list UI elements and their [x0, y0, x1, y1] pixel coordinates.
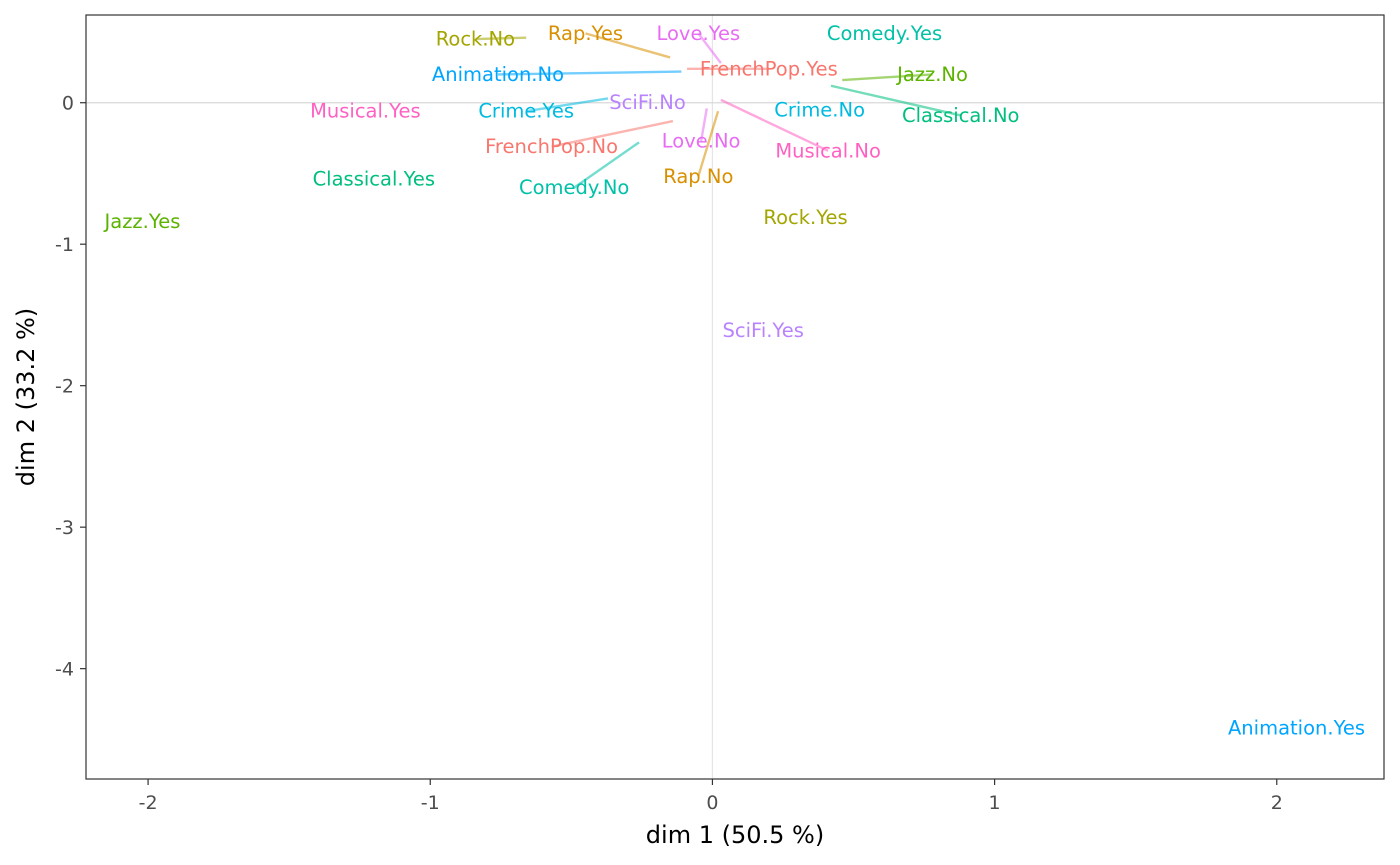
- label-jazz-no: Jazz.No: [895, 63, 968, 86]
- y-axis-ticks: 0 -1 -2 -3 -4: [55, 93, 86, 681]
- y-tick-label: 0: [62, 93, 74, 115]
- connector-comedy-no: [573, 141, 640, 189]
- y-tick-label: -2: [55, 376, 74, 398]
- label-rap-no: Rap.No: [663, 165, 733, 188]
- connector-lines: [475, 32, 962, 189]
- label-crime-yes: Crime.Yes: [478, 100, 574, 123]
- label-crime-no: Crime.No: [774, 98, 865, 121]
- x-tick-label: 1: [989, 792, 1001, 814]
- x-tick-label: 0: [706, 792, 718, 814]
- label-musical-no: Musical.No: [775, 139, 881, 162]
- panel-background: [86, 15, 1384, 779]
- connector-crime-yes: [526, 97, 609, 113]
- label-scifi-no: SciFi.No: [609, 91, 685, 114]
- x-tick-label: -2: [139, 792, 158, 814]
- connector-musical-no: [720, 98, 829, 152]
- connector-jazz-no: [842, 73, 933, 82]
- label-classical-yes: Classical.Yes: [313, 168, 435, 191]
- label-frenchpop-yes: FrenchPop.Yes: [700, 57, 838, 80]
- label-rap-yes: Rap.Yes: [548, 22, 623, 45]
- label-comedy-no: Comedy.No: [519, 176, 629, 199]
- x-axis-ticks: -2 -1 0 1 2: [139, 779, 1283, 814]
- label-rock-no: Rock.No: [436, 28, 515, 51]
- y-axis-title: dim 2 (33.2 %): [12, 308, 40, 486]
- y-tick-label: -3: [55, 517, 74, 539]
- label-animation-yes: Animation.Yes: [1228, 717, 1365, 740]
- y-tick-label: -1: [55, 234, 74, 256]
- x-tick-label: 2: [1271, 792, 1283, 814]
- label-musical-yes: Musical.Yes: [310, 100, 421, 123]
- connector-animation-no: [497, 70, 682, 76]
- connector-love-yes: [697, 32, 722, 64]
- label-scifi-yes: SciFi.Yes: [723, 319, 804, 342]
- label-animation-no: Animation.No: [432, 63, 564, 86]
- x-tick-label: -1: [421, 792, 440, 814]
- point-labels: Rock.No Rap.Yes Love.Yes Comedy.Yes FrenchPo…: [103, 22, 1366, 740]
- connector-rap-no: [697, 110, 720, 177]
- label-classical-no: Classical.No: [902, 104, 1020, 127]
- connector-rock-no: [475, 36, 527, 41]
- connector-love-no: [699, 108, 708, 142]
- label-frenchpop-no: FrenchPop.No: [485, 135, 618, 158]
- label-love-yes: Love.Yes: [656, 22, 740, 45]
- y-tick-label: -4: [55, 659, 74, 681]
- label-jazz-yes: Jazz.Yes: [103, 210, 181, 233]
- label-rock-yes: Rock.Yes: [763, 206, 847, 229]
- connector-rap-yes: [585, 32, 671, 59]
- label-love-no: Love.No: [662, 129, 741, 152]
- connector-frenchpop-no: [551, 119, 674, 148]
- label-comedy-yes: Comedy.Yes: [827, 22, 942, 45]
- connector-classical-no: [830, 84, 962, 117]
- panel-border: [85, 14, 1385, 780]
- x-axis-title: dim 1 (50.5 %): [646, 821, 824, 849]
